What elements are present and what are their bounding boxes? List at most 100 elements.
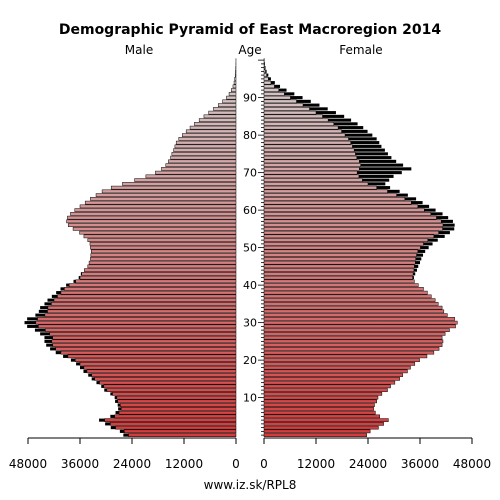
male-bars (24, 58, 237, 437)
female-bar-age-41 (263, 279, 415, 284)
male-bar-age-87 (213, 107, 237, 111)
male-bar-age-72 (165, 163, 237, 167)
male-bar-age-91 (228, 92, 237, 96)
male-bar-age-14 (99, 380, 237, 385)
female-x-tick-label: 24000 (349, 457, 387, 471)
male-x-tick-label: 24000 (113, 457, 151, 471)
male-bar-age-41 (75, 279, 237, 284)
male-bar-age-65 (101, 189, 237, 194)
female-bar-age-9 (263, 399, 377, 404)
male-bar-age-27 (49, 332, 237, 336)
male-bar-age-28 (45, 328, 237, 332)
male-bar-age-53 (83, 234, 237, 239)
female-bar-age-66 (263, 185, 377, 190)
female-bar-age-78 (263, 140, 351, 145)
female-bar-age-88 (263, 103, 304, 107)
age-tick-label: 60 (243, 204, 257, 217)
female-bar-age-30 (263, 320, 458, 325)
female-bar-age-42 (263, 275, 413, 280)
male-bar-age-44 (84, 268, 237, 272)
male-bar-age-6 (118, 410, 237, 415)
age-axis: 10 20 30 40 50 60 70 80 90 (243, 59, 264, 436)
male-bar-age-43 (81, 272, 237, 276)
male-bar-age-64 (95, 193, 237, 197)
male-bar-age-12 (106, 388, 237, 392)
male-bar-age-51 (89, 242, 237, 246)
female-bar-age-26 (263, 335, 443, 340)
male-bar-age-79 (178, 137, 237, 141)
female-bar-age-43 (263, 272, 414, 276)
female-bar-age-32 (263, 313, 448, 317)
female-x-tick-label: 0 (260, 457, 268, 471)
male-bar-age-3 (110, 422, 237, 426)
female-bar-age-98 (263, 65, 266, 70)
male-bar-age-78 (175, 140, 237, 145)
female-bar-age-59 (263, 212, 432, 216)
female-bar-age-77 (263, 144, 353, 149)
female-bar-age-23 (263, 347, 440, 351)
female-bar-age-36 (263, 298, 436, 302)
female-bar-age-74 (263, 155, 357, 160)
female-bar-age-34 (263, 305, 443, 310)
female-bar-age-16 (263, 373, 403, 377)
female-bar-age-10 (263, 395, 379, 400)
male-bar-age-85 (203, 114, 237, 119)
male-bar-age-18 (83, 365, 237, 370)
female-bar-age-84 (263, 118, 329, 122)
male-bar-age-55 (72, 227, 237, 231)
female-bar-age-49 (263, 249, 419, 254)
female-bar-age-1 (263, 429, 371, 434)
male-bar-age-32 (44, 313, 237, 317)
male-x-tick-label: 12000 (165, 457, 203, 471)
male-bar-age-36 (53, 298, 237, 302)
female-bar-age-27 (263, 332, 446, 336)
female-x-tick-label: 48000 (453, 457, 491, 471)
male-bar-age-17 (86, 369, 237, 374)
female-bar-age-21 (263, 354, 428, 359)
male-bar-age-2 (115, 425, 237, 430)
female-bar-age-91 (263, 92, 285, 96)
age-tick-label: 10 (243, 392, 257, 405)
female-bar-age-44 (263, 268, 415, 272)
female-bar-age-3 (263, 422, 384, 426)
female-bar-age-62 (263, 200, 412, 205)
male-bar-age-37 (57, 294, 237, 299)
female-bar-age-15 (263, 377, 400, 381)
male-bar-age-47 (90, 257, 237, 261)
female-bar-age-53 (263, 234, 435, 239)
male-bar-age-46 (88, 260, 237, 265)
male-bar-age-94 (233, 80, 237, 85)
male-bar-age-21 (67, 354, 237, 359)
male-bar-age-42 (79, 275, 237, 280)
male-x-tick-label: 36000 (61, 457, 99, 471)
male-bar-age-56 (68, 223, 237, 227)
male-bar-age-83 (194, 122, 237, 126)
female-bar-age-54 (263, 230, 439, 235)
male-bar-age-1 (123, 429, 237, 434)
male-bar-age-39 (64, 287, 237, 291)
female-bar-age-31 (263, 317, 455, 321)
chart-title: Demographic Pyramid of East Macroregion … (59, 22, 442, 38)
male-bar-age-26 (52, 335, 237, 340)
male-bar-age-30 (35, 320, 237, 325)
female-bar-age-37 (263, 294, 432, 299)
female-bar-age-90 (263, 95, 291, 100)
male-bar-age-33 (47, 309, 237, 314)
male-bar-age-0 (128, 433, 237, 437)
female-bar-age-48 (263, 253, 417, 257)
female-bar-age-85 (263, 114, 323, 119)
age-label: Age (238, 43, 261, 57)
female-bar-age-70 (263, 170, 358, 175)
male-bar-age-4 (104, 418, 237, 422)
male-bar-age-80 (182, 133, 237, 137)
male-bar-age-29 (38, 324, 237, 329)
male-bar-age-34 (47, 305, 237, 310)
female-bar-age-5 (263, 414, 380, 419)
male-bar-age-57 (66, 219, 237, 224)
female-bar-age-39 (263, 287, 424, 291)
female-bar-age-79 (263, 137, 349, 141)
female-bar-age-75 (263, 152, 356, 156)
male-bar-age-15 (94, 377, 237, 381)
male-bar-age-20 (74, 358, 237, 362)
